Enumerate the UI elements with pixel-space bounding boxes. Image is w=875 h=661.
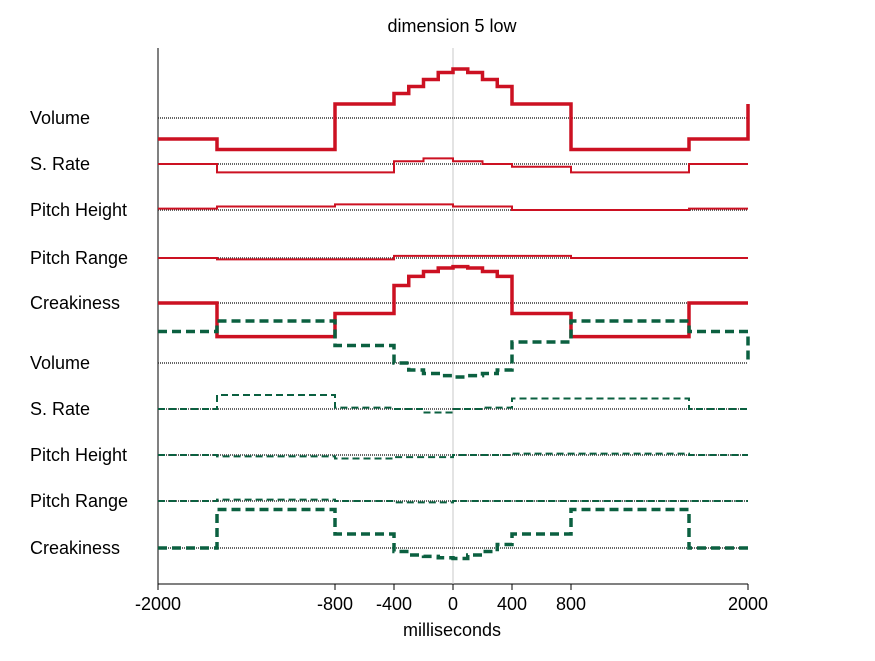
x-tick-label: -2000 [135, 594, 181, 614]
x-tick-label: -400 [376, 594, 412, 614]
x-tick-label: 2000 [728, 594, 768, 614]
feature-label: Pitch Height [30, 200, 127, 220]
feature-label: Volume [30, 108, 90, 128]
dashed-series-line [158, 319, 750, 379]
x-axis-label: milliseconds [403, 620, 501, 640]
x-tick-label: 400 [497, 594, 527, 614]
x-tick-label: -800 [317, 594, 353, 614]
feature-label: Pitch Range [30, 248, 128, 268]
solid-series-line [158, 157, 748, 174]
feature-label: Creakiness [30, 293, 120, 313]
feature-label: Volume [30, 353, 90, 373]
dashed-series-line [158, 498, 748, 504]
solid-series-line [158, 264, 748, 339]
feature-label: S. Rate [30, 399, 90, 419]
solid-series-line [158, 67, 750, 152]
feature-label: Pitch Range [30, 491, 128, 511]
dashed-series-line [158, 394, 748, 414]
feature-label: Pitch Height [30, 445, 127, 465]
solid-series-line [158, 203, 748, 211]
chart-title: dimension 5 low [387, 16, 517, 36]
dashed-series-line [158, 452, 748, 460]
dashed-series-line [158, 507, 748, 561]
x-tick-label: 0 [448, 594, 458, 614]
solid-series-line [158, 254, 748, 261]
plot-layer: -2000 -800 -400 0 400 800 2000 Volume S. Rate Pit… [30, 48, 768, 614]
feature-label: S. Rate [30, 154, 90, 174]
feature-label: Creakiness [30, 538, 120, 558]
x-tick-label: 800 [556, 594, 586, 614]
